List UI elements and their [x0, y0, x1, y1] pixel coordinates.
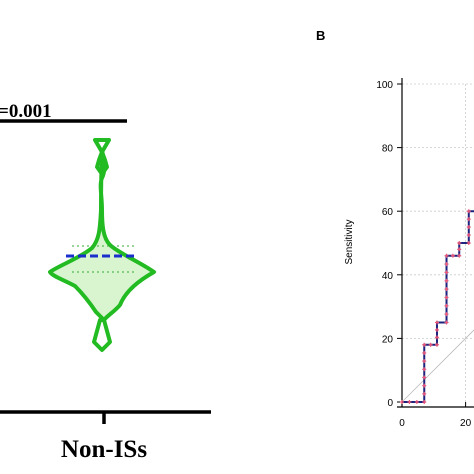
violin-tail — [92, 318, 112, 352]
y-tick-label: 20 — [382, 334, 394, 345]
y-tick-label: 60 — [382, 207, 394, 218]
roc-line-layer — [402, 210, 474, 403]
x-tick-label: 20 — [460, 418, 472, 429]
panel-a: =0.001 Non-ISs — [0, 101, 211, 463]
x-tick-label-non-iss: Non-ISs — [61, 436, 147, 463]
p-value-label: =0.001 — [0, 101, 52, 122]
roc-diagonal-layer — [401, 329, 474, 403]
y-tick-label: 100 — [376, 80, 393, 91]
y-tick-label: 0 — [387, 398, 393, 409]
y-axis-label: Sensitivity — [344, 219, 355, 264]
x-tick-label: 0 — [399, 418, 405, 429]
panel-label: B — [316, 28, 325, 43]
y-tick-label: 80 — [382, 144, 394, 155]
panel-b: B 0 20 40 60 80 100 0 20 Sensitivity — [316, 28, 474, 429]
roc-axes: 0 20 40 60 80 100 0 20 — [376, 78, 474, 429]
roc-grid — [402, 83, 474, 402]
y-tick-label: 40 — [382, 271, 394, 282]
roc-curve — [402, 210, 474, 403]
chance-diagonal — [401, 329, 474, 403]
roc-markers — [400, 209, 471, 404]
violin-body — [48, 148, 156, 322]
